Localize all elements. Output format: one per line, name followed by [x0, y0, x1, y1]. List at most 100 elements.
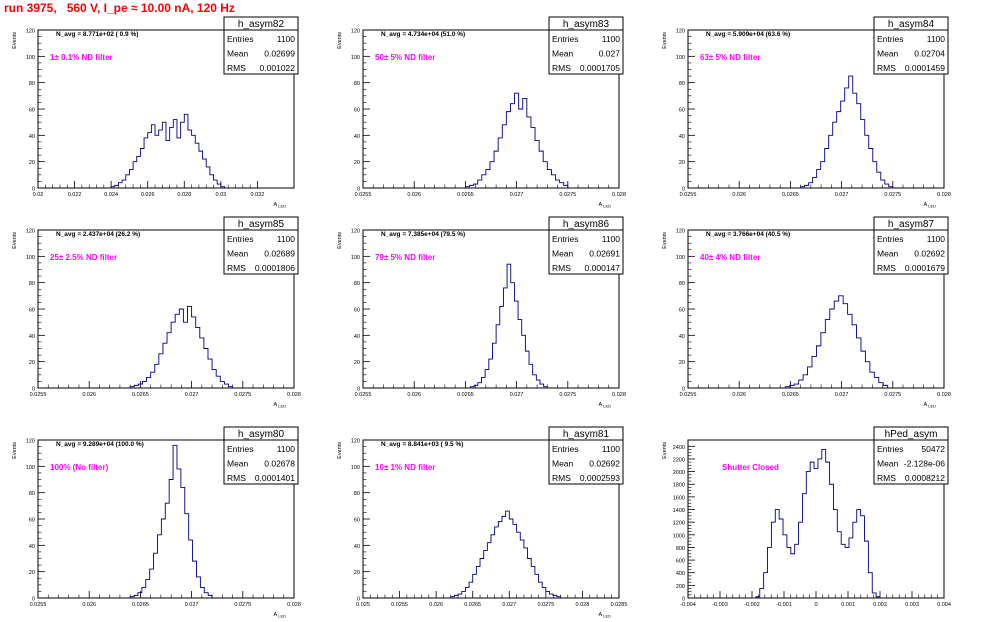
y-tick-label: 60: [29, 308, 35, 314]
y-tick-label: 60: [679, 108, 685, 114]
stats-body-box: [873, 229, 949, 275]
y-tick-label: 40: [354, 334, 360, 340]
filter-label: 25± 2.5% ND filter: [50, 253, 117, 262]
histogram-name: h_asym83: [563, 19, 610, 30]
y-tick-label: 100: [351, 255, 360, 261]
y-tick-label: 100: [26, 255, 35, 261]
y-tick-label: 80: [29, 81, 35, 87]
y-tick-label: 20: [679, 360, 685, 366]
y-tick-label: 80: [354, 491, 360, 497]
histogram-panel-h_asym84: 0 20 40 60 80 100 120 0.0255 0.026 0.0265 0.027 0.0…: [662, 16, 951, 209]
y-tick-label: 80: [679, 81, 685, 87]
histogram-name: hPed_asym: [885, 429, 938, 440]
y-tick-label: 40: [29, 334, 35, 340]
x-tick-label: 0.027: [510, 392, 524, 398]
x-tick-label: 0.026: [82, 392, 96, 398]
histogram-panel-h_asym87: 0 20 40 60 80 100 120 0.0255 0.026 0.0265 0.027 0.0…: [662, 216, 951, 409]
stats-label: Mean: [552, 249, 574, 259]
y-tick-label: 100: [351, 465, 360, 471]
x-tick-label: 0.0275: [559, 192, 576, 198]
stats-body-box: [223, 229, 299, 275]
x-tick-label: 0.028: [612, 392, 626, 398]
x-axis-label: ALED: [924, 402, 937, 409]
stats-body-box: [873, 29, 949, 75]
x-tick-label: 0.032: [251, 192, 265, 198]
stats-label: RMS: [552, 63, 571, 73]
y-tick-label: 0: [32, 187, 35, 193]
stats-label: Mean: [552, 49, 574, 59]
filter-label: 100% (No filter): [50, 463, 109, 472]
x-tick-label: 0.0255: [680, 392, 697, 398]
stats-label: Mean: [877, 249, 899, 259]
stats-box: h_asym85 Entries 1100 Mean 0.02689 RMS 0.00018…: [223, 216, 299, 275]
x-tick-label: 0.0275: [537, 602, 554, 608]
stats-body-box: [548, 29, 624, 75]
histogram-line: [752, 449, 881, 599]
y-tick-label: 2200: [673, 457, 685, 463]
y-tick-label: 120: [26, 229, 35, 235]
stats-value: 1100: [277, 34, 296, 44]
x-tick-label: 0.026: [407, 392, 421, 398]
stats-value: 0.0002593: [580, 473, 620, 483]
stats-label: RMS: [877, 263, 896, 273]
y-tick-label: 0: [357, 187, 360, 193]
x-tick-label: 0.026: [429, 602, 443, 608]
y-tick-label: 60: [29, 518, 35, 524]
y-tick-label: 40: [354, 544, 360, 550]
x-tick-label: 0.002: [873, 602, 887, 608]
y-tick-label: 0: [682, 597, 685, 603]
stats-value: 0.000147: [585, 263, 621, 273]
y-tick-label: 120: [26, 439, 35, 445]
stats-value: 0.02691: [589, 249, 620, 259]
x-tick-label: 0.0255: [355, 192, 372, 198]
histogram-panel-h_asym82: 0 20 40 60 80 100 120 0.02 0.022 0.024 0.026 0.028 0…: [12, 16, 299, 209]
y-tick-label: 120: [26, 29, 35, 35]
y-tick-label: 40: [679, 334, 685, 340]
stats-box: h_asym84 Entries 1100 Mean 0.02704 RMS 0.00014…: [873, 16, 949, 75]
y-tick-label: 120: [351, 439, 360, 445]
y-tick-label: 40: [29, 134, 35, 140]
histogram-line: [129, 305, 234, 388]
x-tick-label: 0.025: [356, 602, 370, 608]
filter-label: 63± 5% ND filter: [700, 53, 760, 62]
x-tick-label: 0.03: [215, 192, 226, 198]
x-tick-label: 0.026: [141, 192, 155, 198]
stats-value: 0.02692: [914, 249, 945, 259]
filter-label: 79± 5% ND filter: [375, 253, 435, 262]
x-tick-label: 0.0265: [457, 392, 474, 398]
stats-value: 0.027: [599, 49, 621, 59]
y-tick-label: 2400: [673, 445, 685, 451]
y-axis-label: Events: [662, 232, 668, 249]
stats-label: Mean: [877, 459, 899, 469]
x-axis-label: ALED: [274, 202, 287, 209]
y-tick-label: 20: [29, 570, 35, 576]
navg-label: N_avg = 5.909e+04 (63.6 %): [706, 31, 790, 38]
stats-value: 1100: [602, 444, 621, 454]
stats-value: 1100: [602, 234, 621, 244]
x-tick-label: 0.027: [185, 602, 199, 608]
x-tick-label: 0.0265: [782, 392, 799, 398]
y-tick-label: 100: [26, 465, 35, 471]
y-tick-label: 20: [354, 160, 360, 166]
y-tick-label: 0: [32, 387, 35, 393]
y-tick-label: 2000: [673, 470, 685, 476]
x-tick-label: 0: [814, 602, 817, 608]
y-tick-label: 0: [682, 187, 685, 193]
y-axis-label: Events: [662, 442, 668, 459]
y-tick-label: 60: [354, 518, 360, 524]
stats-body-box: [223, 439, 299, 485]
y-tick-label: 400: [676, 571, 685, 577]
stats-box: h_asym87 Entries 1100 Mean 0.02692 RMS 0.00016…: [873, 216, 949, 275]
stats-label: RMS: [552, 263, 571, 273]
y-tick-label: 80: [679, 281, 685, 287]
x-tick-label: 0.028: [937, 392, 951, 398]
y-tick-label: 1200: [673, 521, 685, 527]
y-tick-label: 60: [679, 308, 685, 314]
y-tick-label: 40: [29, 544, 35, 550]
x-tick-label: -0.001: [776, 602, 792, 608]
y-tick-label: 120: [351, 229, 360, 235]
x-tick-label: 0.027: [502, 602, 516, 608]
x-tick-label: 0.0255: [355, 392, 372, 398]
y-tick-label: 100: [676, 255, 685, 261]
x-tick-label: 0.0265: [132, 392, 149, 398]
